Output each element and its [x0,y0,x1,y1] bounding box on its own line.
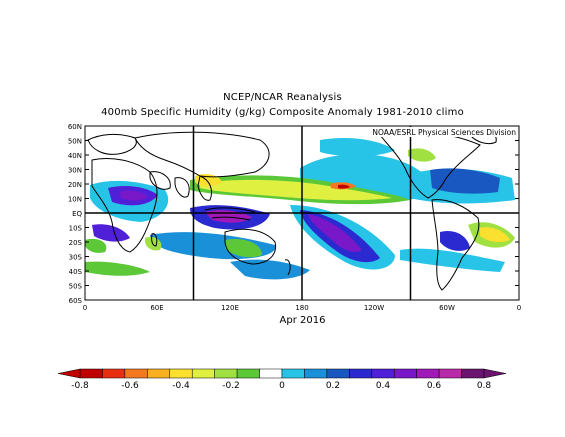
lon-label: 0 [83,304,87,312]
lat-label: 30N [68,167,82,175]
lat-label: 40S [69,268,83,276]
colorbar-labels: -0.8 -0.6 -0.4 -0.2 0 0.2 0.4 0.6 0.8 [71,381,491,391]
colorbar-swatch [349,368,373,379]
lat-label: 10N [68,196,82,204]
colorbar-swatch [304,368,328,379]
colorbar-swatch [79,368,103,379]
lon-label: 60W [439,304,455,312]
colorbar-label: 0 [279,381,285,391]
colorbar-swatch [326,368,350,379]
lon-label: 0 [517,304,521,312]
coastline-arabia [149,171,171,190]
anomaly-shading-tropical-band-yellow [200,179,392,201]
coastline-madagascar [151,233,158,247]
coastline-s-america [431,199,480,291]
colorbar-swatch [214,368,238,379]
lat-label: EQ [72,210,82,218]
lon-label: 120E [221,304,239,312]
lon-labels: 0 60E 120E 180 120W 60W 0 [83,304,521,312]
anomaly-shading-ne-pacific [430,168,500,194]
colorbar-label: -0.8 [71,381,89,391]
anomaly-shading-dry-peak [338,184,350,189]
coastline-asia [134,131,270,178]
colorbar-swatch [461,368,485,379]
coastline-australia [224,228,277,265]
colorbar-swatch [371,368,395,379]
colorbar-label: -0.4 [172,381,190,391]
lat-label: 40N [68,152,82,160]
lon-label: 120W [364,304,384,312]
coastline-new-zealand [284,259,291,276]
colorbar-swatch [102,368,126,379]
colorbar-swatch [416,368,440,379]
colorbar-swatch [393,368,417,379]
colorbar-swatch [147,368,171,379]
credit-box [360,127,518,137]
anomaly-shading-brazil-yellow [480,227,510,243]
colorbar-label: -0.2 [222,381,240,391]
date-label: Apr 2016 [279,315,326,326]
anomaly-shading-s-america-blue [400,248,505,272]
colorbar-label: 0.6 [427,381,442,391]
colorbar [57,368,507,379]
lat-label: 30S [69,254,83,262]
lon-label: 60E [150,304,163,312]
anomaly-shading-s-africa [85,238,107,253]
colorbar-swatch [236,368,260,379]
colorbar-swatch [438,368,462,379]
anomaly-shading-north-blue [320,138,395,157]
map-title-line1: NCEP/NCAR Reanalysis [223,92,342,103]
anomaly-shading-sw-indian [92,224,130,242]
anomaly-shading-australia [225,238,262,258]
credit-text: NOAA/ESRL Physical Sciences Division [372,128,516,137]
colorbar-swatch [281,368,305,379]
lat-label: 60S [69,297,83,305]
coastline-india [174,177,190,198]
coastline-europe [87,133,137,155]
map-title-line2: 400mb Specific Humidity (g/kg) Composite… [101,107,464,118]
colorbar-arrow-high [483,368,507,379]
colorbar-swatch [169,368,193,379]
lat-label: 60N [68,123,82,131]
anomaly-shading-s-atlantic [85,261,150,276]
lat-label: 10S [69,225,83,233]
lat-label: 50S [69,283,83,291]
anomaly-shading-s-pacific-peak [308,214,362,252]
lat-labels: 60N 50N 40N 30N 20N 10N EQ 10S 20S 30S 4… [68,123,83,305]
anomaly-shading-n-america [408,148,436,162]
colorbar-swatch [124,368,148,379]
colorbar-label: 0.4 [376,381,391,391]
lat-label: 50N [68,138,82,146]
colorbar-swatch [191,368,215,379]
coastline-indonesia [204,207,256,221]
colorbar-swatch [259,368,283,379]
colorbar-label: -0.6 [121,381,139,391]
lat-label: 20N [68,181,82,189]
lat-label: 20S [69,239,83,247]
lon-label: 180 [295,304,308,312]
colorbar-arrow-low [57,368,81,379]
lat-ticks [85,125,519,301]
colorbar-label: 0.8 [477,381,492,391]
anomaly-shading-africa-peak [120,190,148,201]
colorbar-label: 0.2 [326,381,340,391]
coastline-se-asia [197,175,213,201]
anomaly-shading-s-america-core [440,230,470,251]
